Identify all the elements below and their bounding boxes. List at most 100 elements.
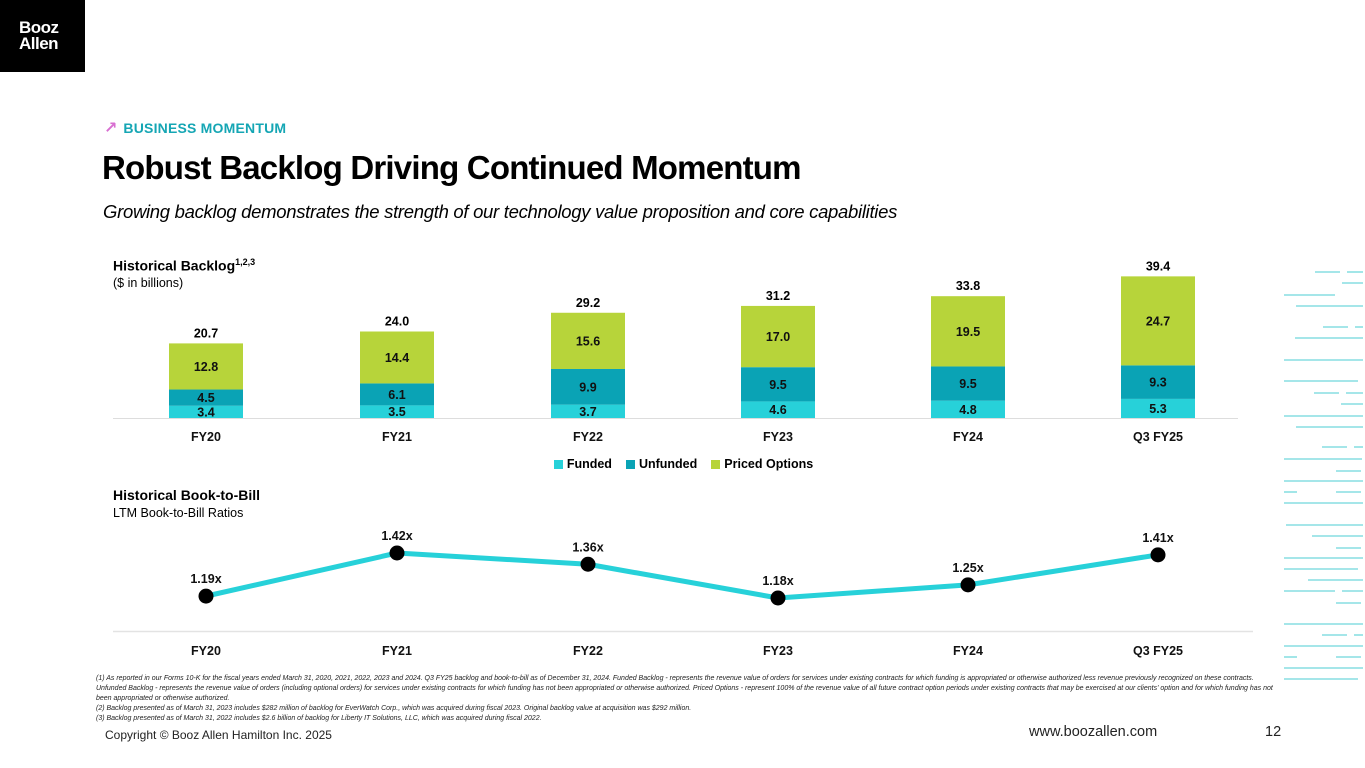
bar-segment-unfunded	[1121, 365, 1195, 399]
legend-item-unfunded: Unfunded	[625, 457, 698, 471]
bar-segment-funded	[169, 405, 243, 418]
bar-segment-priced-options	[360, 331, 434, 384]
page-title: Robust Backlog Driving Continued Momentu…	[102, 149, 802, 186]
footnote-3: (3) Backlog presented as of March 31, 20…	[96, 715, 542, 722]
bar-segment-unfunded	[931, 366, 1005, 401]
bar-segment-funded	[360, 405, 434, 418]
bar-value-label: 9.3	[1149, 376, 1166, 390]
book-to-bill-subtitle: LTM Book-to-Bill Ratios	[113, 506, 244, 520]
bar-value-label: 3.7	[579, 405, 596, 419]
bar-segment-unfunded	[551, 368, 625, 405]
data-point-marker	[580, 556, 596, 572]
bar-value-label: 6.1	[388, 388, 405, 402]
bar-value-label: 9.5	[959, 377, 976, 391]
x-tick-label: FY24	[953, 430, 983, 444]
x-tick-label: FY24	[953, 644, 983, 658]
footnotes: (1) As reported in our Forms 10-K for th…	[96, 674, 1276, 724]
bar-segment-funded	[551, 404, 625, 418]
bar-segment-priced-options	[931, 296, 1005, 367]
bar-segment-priced-options	[169, 343, 243, 390]
data-point-label: 1.36x	[572, 540, 603, 554]
data-point-marker	[770, 590, 786, 606]
booz-allen-logo: Booz Allen	[0, 0, 85, 72]
x-tick-label: FY21	[382, 644, 412, 658]
bar-value-label: 9.5	[769, 378, 786, 392]
bar-value-label: 4.5	[197, 391, 214, 405]
x-tick-label: FY23	[763, 430, 793, 444]
bar-total-label: 29.2	[576, 296, 600, 310]
data-point-label: 1.41x	[1142, 531, 1173, 545]
data-point-label: 1.25x	[952, 561, 983, 575]
bar-value-label: 5.3	[1149, 402, 1166, 416]
bar-total-label: 31.2	[766, 289, 790, 303]
kicker-label: BUSINESS MOMENTUM	[123, 120, 287, 136]
x-tick-label: FY20	[191, 644, 221, 658]
legend-label-unfunded: Unfunded	[638, 457, 698, 471]
legend-swatch-funded	[553, 459, 563, 469]
book-to-bill-title: Historical Book-to-Bill	[113, 487, 261, 503]
bar-segment-priced-options	[1121, 276, 1195, 366]
x-tick-label: FY22	[573, 430, 603, 444]
page-number: 12	[1265, 724, 1282, 740]
x-tick-label: FY21	[382, 430, 412, 444]
bar-total-label: 24.0	[385, 315, 409, 329]
bar-total-label: 33.8	[956, 279, 980, 293]
logo-line-1: Booz	[19, 18, 59, 37]
bar-segment-unfunded	[741, 367, 815, 402]
data-point-marker	[198, 588, 214, 604]
bar-value-label: 24.7	[1146, 314, 1170, 328]
logo-line-2: Allen	[19, 34, 59, 53]
backlog-title-text: Historical Backlog	[113, 257, 236, 274]
bar-value-label: 14.4	[385, 351, 409, 365]
bar-segment-priced-options	[741, 305, 815, 368]
data-point-label: 1.19x	[190, 572, 221, 586]
x-tick-label: Q3 FY25	[1133, 644, 1183, 658]
legend-swatch-priced-options	[711, 459, 721, 469]
bar-value-label: 17.0	[766, 330, 790, 344]
backlog-legend: Funded Unfunded Priced Options	[0, 457, 1365, 471]
legend-item-priced-options: Priced Options	[711, 457, 813, 471]
x-tick-label: Q3 FY25	[1133, 430, 1183, 444]
data-point-marker	[1150, 547, 1166, 563]
bar-segment-funded	[1121, 398, 1195, 418]
bar-value-label: 19.5	[956, 325, 980, 339]
bar-segment-unfunded	[169, 389, 243, 406]
bar-value-label: 12.8	[194, 360, 218, 374]
bar-segment-funded	[741, 401, 815, 418]
bar-total-label: 39.4	[1146, 259, 1170, 273]
bar-segment-priced-options	[551, 312, 625, 369]
trend-arrow-icon: ↗	[104, 120, 118, 137]
legend-label-funded: Funded	[566, 457, 612, 471]
bar-value-label: 4.6	[769, 403, 786, 417]
legend-item-funded: Funded	[553, 457, 612, 471]
copyright-text: Copyright © Booz Allen Hamilton Inc. 202…	[105, 728, 332, 742]
section-kicker: ↗ BUSINESS MOMENTUM	[104, 118, 286, 138]
bar-segment-funded	[931, 400, 1005, 418]
backlog-chart-title: Historical Backlog1,2,3	[113, 257, 255, 274]
data-point-marker	[389, 545, 405, 561]
book-to-bill-series-line	[205, 550, 1159, 601]
data-point-label: 1.42x	[381, 529, 412, 543]
bar-total-label: 20.7	[194, 326, 218, 340]
footnote-superscript: 1,2,3	[235, 257, 256, 267]
page-subtitle: Growing backlog demonstrates the strengt…	[103, 201, 898, 222]
bar-value-label: 4.8	[959, 403, 976, 417]
footnote-2: (2) Backlog presented as of March 31, 20…	[96, 705, 692, 712]
x-tick-label: FY22	[573, 644, 603, 658]
x-tick-label: FY20	[191, 430, 221, 444]
bar-segment-unfunded	[360, 383, 434, 406]
data-point-label: 1.18x	[762, 574, 793, 588]
legend-label-priced-options: Priced Options	[724, 457, 814, 471]
bar-value-label: 3.5	[388, 405, 405, 419]
data-point-marker	[960, 577, 976, 593]
backlog-chart-subtitle: ($ in billions)	[113, 276, 184, 290]
bar-value-label: 3.4	[197, 405, 214, 419]
bar-value-label: 15.6	[576, 334, 600, 348]
legend-swatch-unfunded	[625, 459, 635, 469]
footnote-1: (1) As reported in our Forms 10-K for th…	[96, 675, 1273, 702]
x-tick-label: FY23	[763, 644, 793, 658]
website-link[interactable]: www.boozallen.com	[1029, 724, 1158, 740]
